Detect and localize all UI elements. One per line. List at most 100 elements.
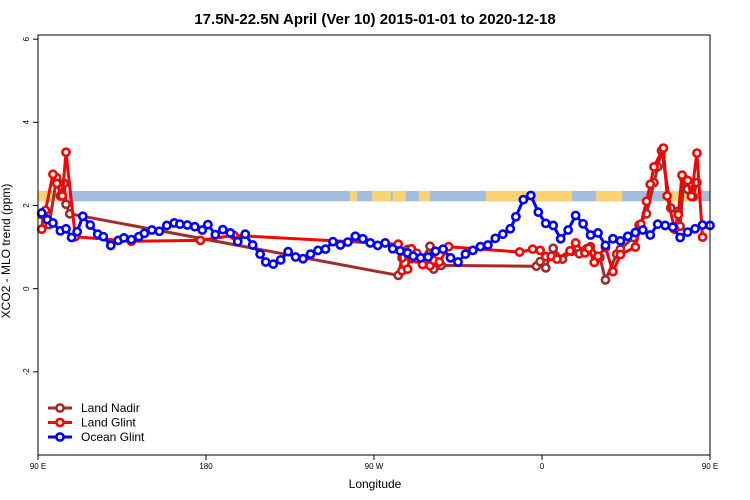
y-tick-label: 4 [22, 120, 31, 125]
data-point [533, 207, 544, 218]
data-point [320, 244, 331, 255]
data-point [434, 257, 445, 267]
data-point [126, 234, 137, 245]
data-point [615, 249, 626, 260]
data-point [36, 208, 47, 218]
data-point [61, 147, 71, 158]
data-point [445, 252, 456, 263]
data-point [240, 229, 251, 240]
data-point [298, 253, 308, 264]
x-axis-label: Longitude [349, 477, 402, 491]
data-point [475, 241, 486, 252]
data-point [585, 230, 596, 240]
data-point [51, 178, 62, 189]
data-point [600, 240, 611, 251]
data-point [154, 226, 165, 237]
data-point [662, 191, 672, 201]
data-point [290, 252, 301, 262]
data-point [649, 161, 659, 172]
data-point [563, 225, 574, 235]
data-point [600, 275, 611, 285]
y-tick-label: 6 [22, 36, 31, 41]
data-point [548, 243, 559, 254]
data-point [641, 196, 652, 207]
data-point [535, 256, 546, 267]
data-point [77, 211, 88, 222]
legend-label: Land Nadir [81, 401, 140, 415]
data-point [260, 257, 271, 267]
land-segment [418, 190, 430, 202]
data-point [105, 240, 116, 251]
y-tick-label: -2 [22, 368, 31, 376]
data-point [66, 232, 77, 243]
data-point [350, 231, 361, 242]
data-point [161, 220, 172, 231]
land-segment [349, 190, 358, 202]
data-point [387, 243, 398, 254]
data-point [540, 262, 551, 273]
data-point [482, 240, 493, 250]
data-point [490, 233, 501, 244]
data-point [57, 191, 68, 201]
data-point [690, 223, 700, 234]
legend-marker [55, 403, 65, 413]
data-point [139, 228, 150, 239]
data-point [430, 246, 441, 257]
data-point [593, 228, 603, 238]
data-point [408, 251, 419, 262]
data-point [608, 233, 618, 244]
y-axis-label: XCO2 - MLO trend (ppm) [0, 184, 13, 319]
data-point [415, 252, 426, 263]
data-point [36, 224, 47, 235]
data-point [210, 229, 221, 240]
data-point [468, 245, 478, 256]
land-segment [596, 190, 623, 202]
data-point [72, 226, 83, 237]
data-point [48, 218, 58, 228]
data-point [61, 223, 71, 234]
data-point [552, 254, 562, 265]
data-point [497, 229, 508, 240]
data-point [61, 199, 71, 210]
data-point [622, 231, 633, 242]
data-point [525, 190, 536, 201]
x-tick-label: 0 [540, 462, 545, 471]
data-point [514, 247, 525, 257]
legend-marker [55, 417, 65, 428]
data-point [423, 252, 434, 262]
y-tick-label: 2 [22, 203, 31, 208]
data-point [189, 221, 200, 232]
data-point [540, 218, 551, 229]
land-segment [663, 190, 684, 202]
data-point [615, 235, 626, 246]
data-point [652, 219, 663, 230]
data-point [197, 225, 208, 235]
data-point [85, 220, 96, 230]
data-point [372, 240, 383, 251]
data-point [675, 232, 686, 243]
data-point [365, 238, 376, 248]
chart-title: 17.5N-22.5N April (Ver 10) 2015-01-01 to… [194, 11, 555, 28]
data-point [217, 224, 228, 235]
data-point [146, 225, 157, 235]
data-point [380, 238, 391, 248]
data-point [565, 245, 575, 256]
data-point [658, 143, 669, 154]
data-point [174, 219, 185, 230]
data-point [630, 227, 641, 238]
data-point [555, 233, 566, 244]
data-point [677, 170, 687, 181]
data-point [570, 210, 581, 221]
series-line [40, 146, 704, 274]
land-ocean-strip [38, 190, 710, 202]
data-point [247, 240, 258, 250]
plot-series [36, 143, 715, 285]
data-point [402, 264, 413, 275]
legend-marker [55, 432, 65, 442]
data-point [645, 179, 656, 190]
data-point [593, 251, 603, 262]
data-point [268, 259, 279, 270]
data-point [118, 233, 129, 243]
data-point [328, 236, 338, 247]
